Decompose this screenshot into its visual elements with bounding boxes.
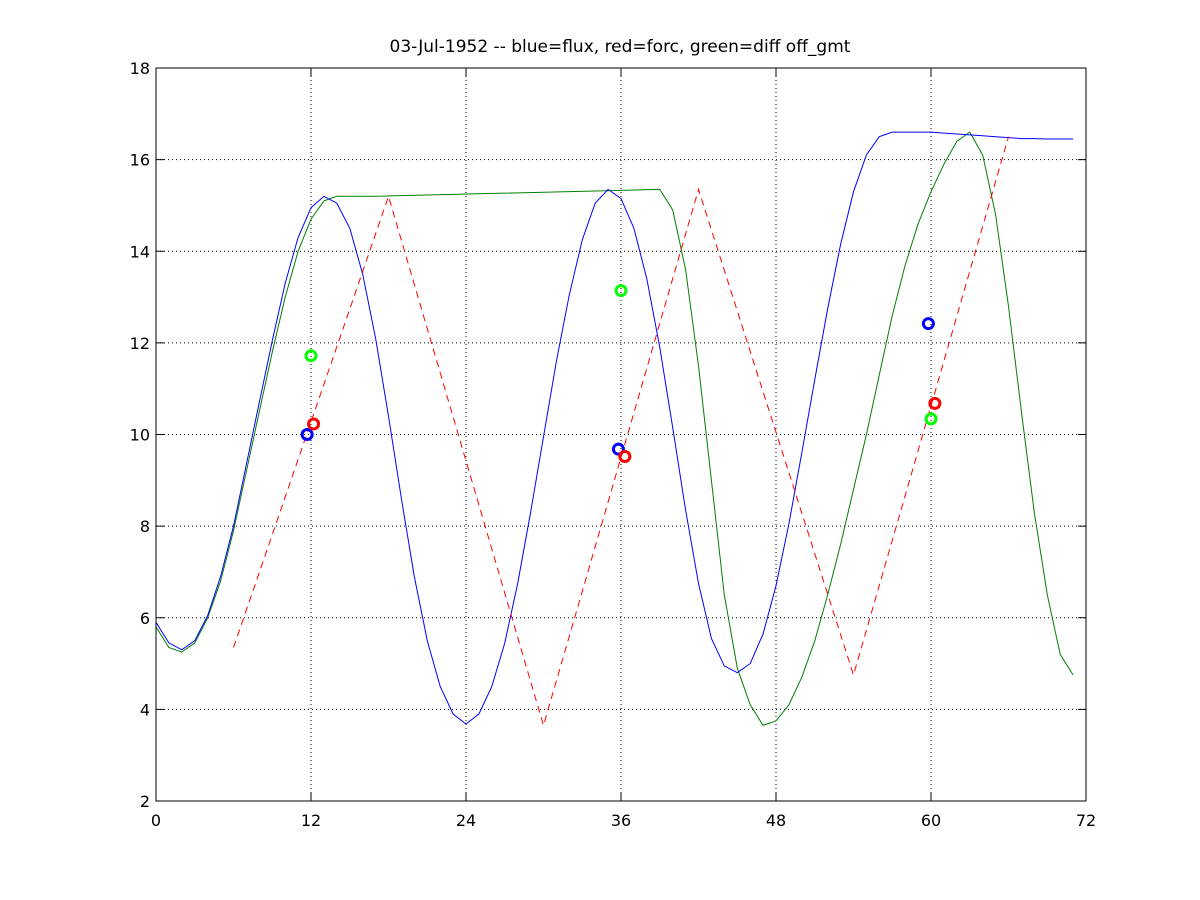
y-tick-label: 8 bbox=[140, 517, 150, 536]
x-tick-label: 72 bbox=[1076, 811, 1096, 830]
green-series-line bbox=[155, 131, 1074, 727]
y-tick-label: 2 bbox=[140, 792, 150, 811]
y-tick-label: 10 bbox=[130, 426, 150, 445]
y-tick-label: 12 bbox=[130, 334, 150, 353]
y-tick-label: 6 bbox=[140, 609, 150, 628]
observation-marker bbox=[304, 349, 318, 363]
y-tick-label: 18 bbox=[130, 59, 150, 78]
x-tick-label: 12 bbox=[301, 811, 321, 830]
x-tick-label: 0 bbox=[151, 811, 161, 830]
x-tick-label: 48 bbox=[766, 811, 786, 830]
chart-title: 03-Jul-1952 -- blue=flux, red=forc, gree… bbox=[390, 37, 851, 57]
observation-marker bbox=[618, 449, 632, 463]
y-tick-label: 14 bbox=[130, 242, 150, 261]
observation-marker bbox=[924, 412, 938, 426]
blue-series-line bbox=[155, 131, 1074, 725]
observation-markers bbox=[300, 284, 942, 463]
y-tick-label: 16 bbox=[130, 151, 150, 170]
x-tick-label: 36 bbox=[611, 811, 631, 830]
observation-marker bbox=[614, 284, 628, 298]
observation-marker bbox=[611, 442, 625, 456]
red-series-line bbox=[233, 136, 1009, 728]
observation-marker bbox=[300, 428, 314, 441]
series-lines bbox=[155, 131, 1074, 728]
observation-marker bbox=[921, 317, 935, 331]
observation-marker bbox=[307, 417, 321, 431]
x-tick-label: 24 bbox=[456, 811, 476, 830]
y-tick-label: 4 bbox=[140, 700, 150, 719]
grid-lines bbox=[156, 68, 1086, 801]
observation-marker bbox=[928, 396, 942, 410]
x-tick-label: 60 bbox=[921, 811, 941, 830]
